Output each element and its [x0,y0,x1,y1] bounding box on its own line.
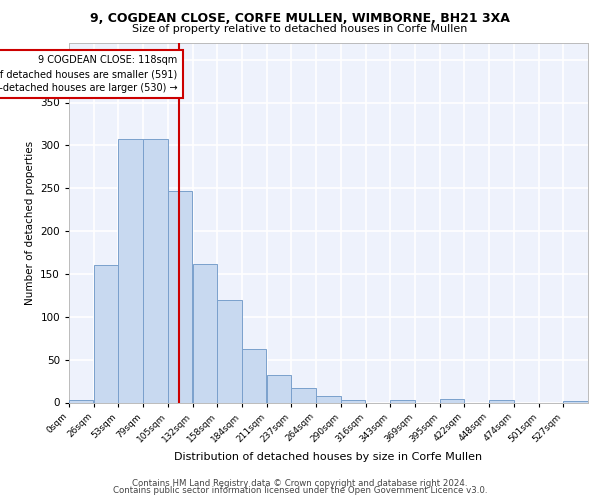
Bar [168,191,192,402]
Bar [341,400,365,402]
Bar [316,396,341,402]
Bar [563,401,588,402]
Bar [267,375,291,402]
X-axis label: Distribution of detached houses by size in Corfe Mullen: Distribution of detached houses by size … [175,452,482,462]
Bar [143,138,167,402]
Text: Contains HM Land Registry data © Crown copyright and database right 2024.: Contains HM Land Registry data © Crown c… [132,478,468,488]
Bar [94,266,118,402]
Y-axis label: Number of detached properties: Number of detached properties [25,140,35,304]
Bar [390,400,415,402]
Text: Size of property relative to detached houses in Corfe Mullen: Size of property relative to detached ho… [133,24,467,34]
Bar [69,400,94,402]
Bar [118,138,143,402]
Bar [440,399,464,402]
Bar [217,300,242,403]
Text: 9 COGDEAN CLOSE: 118sqm
← 52% of detached houses are smaller (591)
47% of semi-d: 9 COGDEAN CLOSE: 118sqm ← 52% of detache… [0,56,178,94]
Bar [489,400,514,402]
Bar [193,264,217,402]
Bar [242,348,266,403]
Bar [292,388,316,402]
Text: Contains public sector information licensed under the Open Government Licence v3: Contains public sector information licen… [113,486,487,495]
Text: 9, COGDEAN CLOSE, CORFE MULLEN, WIMBORNE, BH21 3XA: 9, COGDEAN CLOSE, CORFE MULLEN, WIMBORNE… [90,12,510,26]
